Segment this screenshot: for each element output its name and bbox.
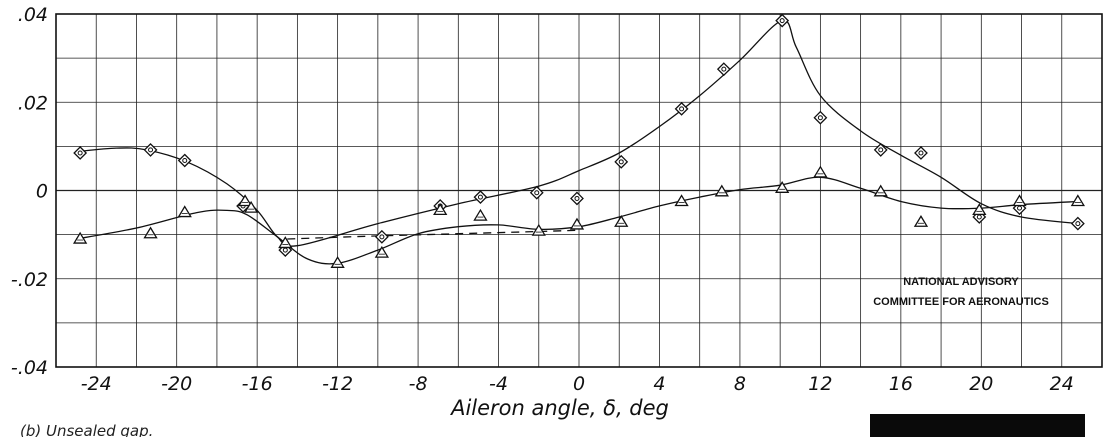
plot-frame [55,13,1103,368]
triangle-marker [177,205,192,218]
y-tick-label: -.02 [11,269,48,291]
x-tick-label: 20 [969,373,993,395]
diamond-marker [570,191,584,206]
x-axis-label: Aileron angle, δ, deg [449,396,669,420]
redaction-block [870,414,1085,437]
triangle-marker [72,231,88,244]
diamond-marker [775,13,790,28]
naca-stamp-line-1: NATIONAL ADVISORY [903,276,1019,288]
x-tick-label: 4 [653,373,665,395]
fitted-curves [75,19,1078,265]
triangle-marker [1070,194,1086,207]
x-tick-label: 0 [573,373,585,395]
figure-caption: (b) Unsealed gap. [20,422,153,437]
diamond-marker [914,146,928,160]
diamond-marker [813,110,828,125]
series-curve-dashed [287,229,580,240]
triangle-marker [330,256,345,268]
diamond-marker [473,190,488,205]
triangle-marker [243,200,259,213]
triangle-marker [1012,194,1027,207]
x-tick-label: -16 [242,373,273,395]
naca-stamp-line-2: COMMITTEE FOR AERONAUTICS [873,296,1049,308]
triangle-marker [433,203,448,216]
diamond-marker [529,185,544,200]
triangle-marker [569,217,585,230]
triangle-marker [473,208,488,221]
diamond-marker [614,154,629,169]
diamond-marker [143,142,158,157]
diamond-marker [674,101,689,116]
y-tick-label: -.04 [11,357,48,379]
x-tick-labels: -24 -20 -16 -12 -8 -4 0 4 8 12 16 20 24 [81,373,1074,395]
triangle-marker [374,245,390,258]
diamond-marker [873,142,888,157]
x-tick-label: 24 [1050,373,1074,395]
triangle-marker [237,194,253,207]
x-tick-label: 8 [734,373,746,395]
triangle-marker [714,184,729,197]
triangle-marker [143,226,158,239]
x-tick-label: -8 [409,373,428,395]
diamond-marker [716,62,731,77]
triangle-marker [813,165,828,178]
triangle-marker [913,215,929,227]
triangle-marker [972,203,987,216]
triangle-marker [614,215,629,227]
series-curve-triangle [75,176,1078,265]
y-tick-label: .04 [18,4,48,26]
grid [55,13,1103,368]
y-tick-labels: .04 .02 0 -.02 -.04 [11,4,48,379]
series-curve-diamond [76,19,1078,247]
y-tick-label: 0 [36,181,48,203]
diamond-marker [1070,216,1085,231]
triangle-marker [873,184,888,197]
x-tick-label: 16 [889,373,913,395]
triangle-marker [674,194,689,207]
diamond-marker [73,146,88,160]
triangle-marker [278,236,293,249]
triangle-marker [531,223,546,236]
naca-stamp: NATIONAL ADVISORY COMMITTEE FOR AERONAUT… [873,276,1049,308]
x-tick-label: -12 [322,373,353,395]
diamond-marker [177,153,192,168]
x-tick-label: -24 [81,373,112,395]
y-tick-label: .02 [18,92,48,114]
triangle-marker [775,181,790,193]
data-markers [72,13,1086,268]
x-tick-label: 12 [808,373,832,395]
diamond-marker [374,229,389,244]
x-tick-label: -4 [489,373,508,395]
x-tick-label: -20 [161,373,192,395]
